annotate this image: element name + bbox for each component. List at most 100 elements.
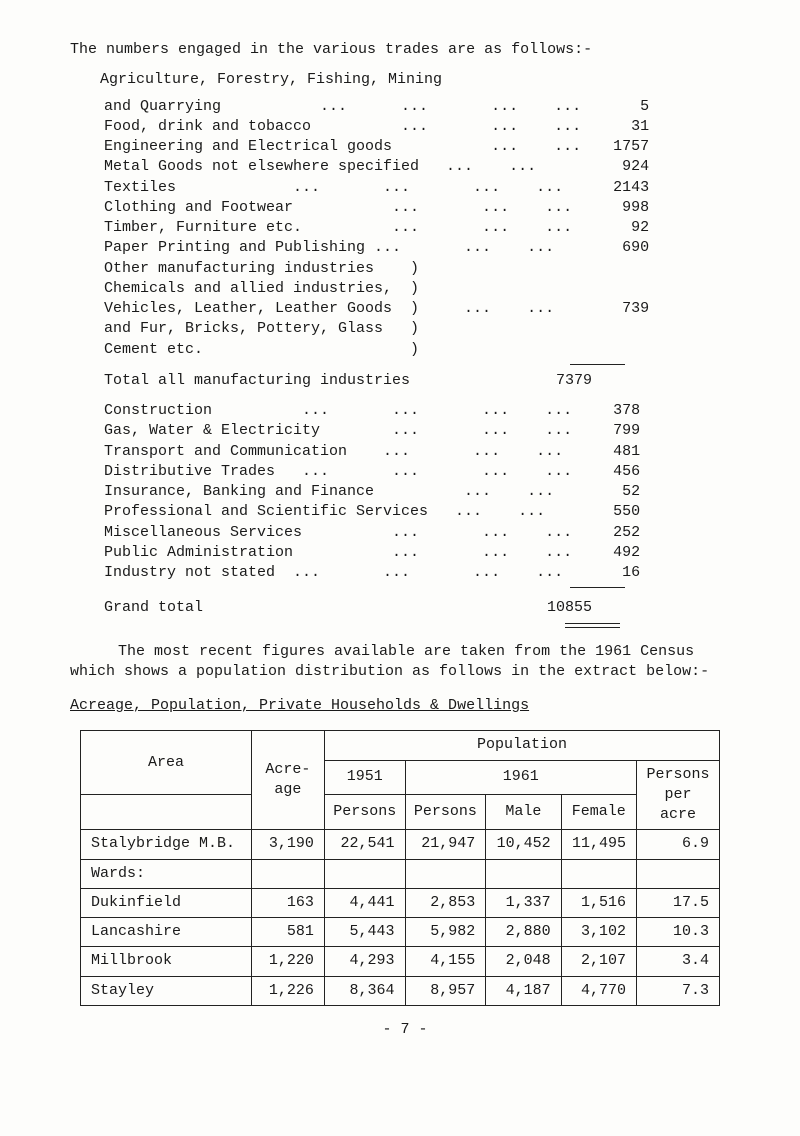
persons1961-cell: 5,982 xyxy=(405,918,486,947)
population-table: Area Acre- age Population 1951 1961 Pers… xyxy=(80,730,720,1006)
col-persons1: Persons xyxy=(324,795,405,830)
table-row: Industry not stated ... ... ... ...16 xyxy=(100,563,644,583)
acre-cell: 1,226 xyxy=(251,976,324,1005)
table-row: Other manufacturing industries ) xyxy=(100,259,653,279)
service-value: 16 xyxy=(576,563,644,583)
ppa-cell: 7.3 xyxy=(637,976,720,1005)
area-cell: Wards: xyxy=(81,859,252,888)
trade-value: 924 xyxy=(585,157,653,177)
trade-value: 739 xyxy=(585,299,653,319)
table-row: Food, drink and tobacco ... ... ...31 xyxy=(100,117,653,137)
male-cell: 4,187 xyxy=(486,976,561,1005)
service-label: Distributive Trades ... ... ... ... xyxy=(100,462,576,482)
male-cell: 2,880 xyxy=(486,918,561,947)
services-list: Construction ... ... ... ...378Gas, Wate… xyxy=(100,401,644,583)
table-row: Clothing and Footwear ... ... ...998 xyxy=(100,198,653,218)
table-row: Wards: xyxy=(81,859,720,888)
trade-label: Textiles ... ... ... ... xyxy=(100,178,585,198)
trade-label: Engineering and Electrical goods ... ... xyxy=(100,137,585,157)
ppa-cell: 3.4 xyxy=(637,947,720,976)
trade-label: Food, drink and tobacco ... ... ... xyxy=(100,117,585,137)
table-row: Vehicles, Leather, Leather Goods ) ... .… xyxy=(100,299,653,319)
trade-label: Clothing and Footwear ... ... ... xyxy=(100,198,585,218)
trade-value: 5 xyxy=(585,97,653,117)
acre-cell: 1,220 xyxy=(251,947,324,976)
table-row: Distributive Trades ... ... ... ...456 xyxy=(100,462,644,482)
service-value: 481 xyxy=(576,442,644,462)
acre-cell: 163 xyxy=(251,888,324,917)
col-area: Area xyxy=(81,731,252,795)
persons1951-cell: 22,541 xyxy=(324,830,405,859)
acre-cell: 3,190 xyxy=(251,830,324,859)
trades-list: and Quarrying ... ... ... ...5Food, drin… xyxy=(100,97,653,360)
total-manufacturing: Total all manufacturing industries 7379 xyxy=(100,371,596,391)
male-cell: 10,452 xyxy=(486,830,561,859)
grand-total-row: Grand total 10855 xyxy=(100,594,596,618)
trade-value: 92 xyxy=(585,218,653,238)
area-cell: Stayley xyxy=(81,976,252,1005)
acre-cell xyxy=(251,859,324,888)
service-value: 456 xyxy=(576,462,644,482)
total-value: 7379 xyxy=(528,371,596,391)
service-label: Gas, Water & Electricity ... ... ... xyxy=(100,421,576,441)
persons1961-cell: 8,957 xyxy=(405,976,486,1005)
intro-line: The numbers engaged in the various trade… xyxy=(70,40,740,60)
female-cell: 4,770 xyxy=(561,976,636,1005)
col-1961: 1961 xyxy=(405,760,636,795)
table-row: Gas, Water & Electricity ... ... ...799 xyxy=(100,421,644,441)
col-female: Female xyxy=(561,795,636,830)
table-row: Millbrook1,2204,2934,1552,0482,1073.4 xyxy=(81,947,720,976)
service-value: 252 xyxy=(576,523,644,543)
male-cell: 2,048 xyxy=(486,947,561,976)
service-label: Insurance, Banking and Finance ... ... xyxy=(100,482,576,502)
persons1951-cell: 4,441 xyxy=(324,888,405,917)
trade-value: 31 xyxy=(585,117,653,137)
persons1951-cell: 8,364 xyxy=(324,976,405,1005)
col-1951: 1951 xyxy=(324,760,405,795)
table-row: Miscellaneous Services ... ... ...252 xyxy=(100,523,644,543)
col-male: Male xyxy=(486,795,561,830)
census-paragraph: The most recent figures available are ta… xyxy=(70,642,740,683)
table-row: Professional and Scientific Services ...… xyxy=(100,502,644,522)
table-row: Textiles ... ... ... ...2143 xyxy=(100,178,653,198)
persons1951-cell: 5,443 xyxy=(324,918,405,947)
table-row: Timber, Furniture etc. ... ... ...92 xyxy=(100,218,653,238)
trade-value: 2143 xyxy=(585,178,653,198)
col-acreage: Acre- age xyxy=(251,731,324,830)
table-row: Stalybridge M.B.3,19022,54121,94710,4521… xyxy=(81,830,720,859)
trade-value xyxy=(585,340,653,360)
trade-value: 690 xyxy=(585,238,653,258)
service-value: 378 xyxy=(576,401,644,421)
trade-label: Cement etc. ) xyxy=(100,340,585,360)
trade-value: 998 xyxy=(585,198,653,218)
col-persons2: Persons xyxy=(405,795,486,830)
page-number: - 7 - xyxy=(70,1020,740,1040)
trade-label: Other manufacturing industries ) xyxy=(100,259,585,279)
total-label: Total all manufacturing industries xyxy=(100,371,528,391)
grand-total-value: 10855 xyxy=(528,594,596,618)
service-value: 52 xyxy=(576,482,644,502)
ppa-cell: 10.3 xyxy=(637,918,720,947)
trade-label: Chemicals and allied industries, ) xyxy=(100,279,585,299)
table-row: and Fur, Bricks, Pottery, Glass ) xyxy=(100,319,653,339)
grand-total-label: Grand total xyxy=(100,594,528,618)
table-row: Lancashire5815,4435,9822,8803,10210.3 xyxy=(81,918,720,947)
table-row: and Quarrying ... ... ... ...5 xyxy=(100,97,653,117)
area-cell: Stalybridge M.B. xyxy=(81,830,252,859)
trade-value: 1757 xyxy=(585,137,653,157)
table-row: Public Administration ... ... ...492 xyxy=(100,543,644,563)
col-ppa: Persons per acre xyxy=(637,760,720,830)
service-label: Transport and Communication ... ... ... xyxy=(100,442,576,462)
service-value: 492 xyxy=(576,543,644,563)
persons1961-cell: 2,853 xyxy=(405,888,486,917)
table-row: Construction ... ... ... ...378 xyxy=(100,401,644,421)
male-cell: 1,337 xyxy=(486,888,561,917)
service-label: Construction ... ... ... ... xyxy=(100,401,576,421)
persons1961-cell: 4,155 xyxy=(405,947,486,976)
trade-label: Timber, Furniture etc. ... ... ... xyxy=(100,218,585,238)
persons1951-cell xyxy=(324,859,405,888)
acre-cell: 581 xyxy=(251,918,324,947)
table-row: Metal Goods not elsewhere specified ... … xyxy=(100,157,653,177)
ppa-cell: 17.5 xyxy=(637,888,720,917)
female-cell: 2,107 xyxy=(561,947,636,976)
